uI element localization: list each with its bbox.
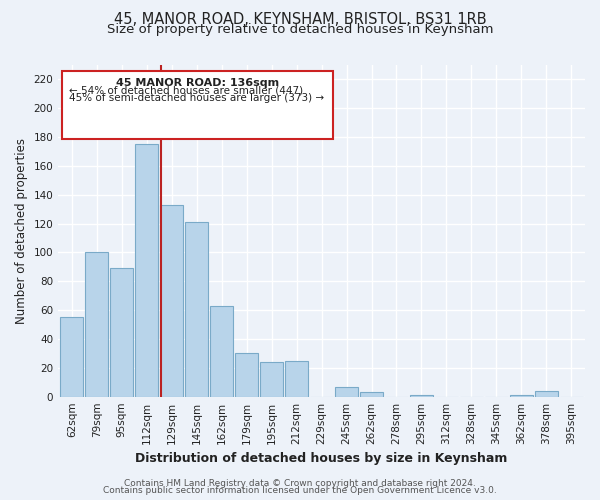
Bar xyxy=(61,318,83,396)
Text: 45 MANOR ROAD: 136sqm: 45 MANOR ROAD: 136sqm xyxy=(116,78,280,88)
Text: Contains public sector information licensed under the Open Government Licence v3: Contains public sector information licen… xyxy=(103,486,497,495)
Bar xyxy=(210,306,233,396)
Bar xyxy=(285,360,308,396)
Text: ← 54% of detached houses are smaller (447): ← 54% of detached houses are smaller (44… xyxy=(70,86,304,96)
Bar xyxy=(185,222,208,396)
Text: Contains HM Land Registry data © Crown copyright and database right 2024.: Contains HM Land Registry data © Crown c… xyxy=(124,478,476,488)
Bar xyxy=(510,395,533,396)
Bar xyxy=(335,386,358,396)
Bar xyxy=(110,268,133,396)
Bar xyxy=(160,205,183,396)
Y-axis label: Number of detached properties: Number of detached properties xyxy=(15,138,28,324)
Text: 45, MANOR ROAD, KEYNSHAM, BRISTOL, BS31 1RB: 45, MANOR ROAD, KEYNSHAM, BRISTOL, BS31 … xyxy=(113,12,487,28)
Bar xyxy=(235,354,258,397)
Bar xyxy=(136,144,158,396)
Text: 45% of semi-detached houses are larger (373) →: 45% of semi-detached houses are larger (… xyxy=(70,93,325,103)
Bar xyxy=(360,392,383,396)
Bar xyxy=(535,391,558,396)
X-axis label: Distribution of detached houses by size in Keynsham: Distribution of detached houses by size … xyxy=(136,452,508,465)
Bar xyxy=(85,252,109,396)
Bar xyxy=(410,395,433,396)
Text: Size of property relative to detached houses in Keynsham: Size of property relative to detached ho… xyxy=(107,22,493,36)
Bar xyxy=(260,362,283,396)
